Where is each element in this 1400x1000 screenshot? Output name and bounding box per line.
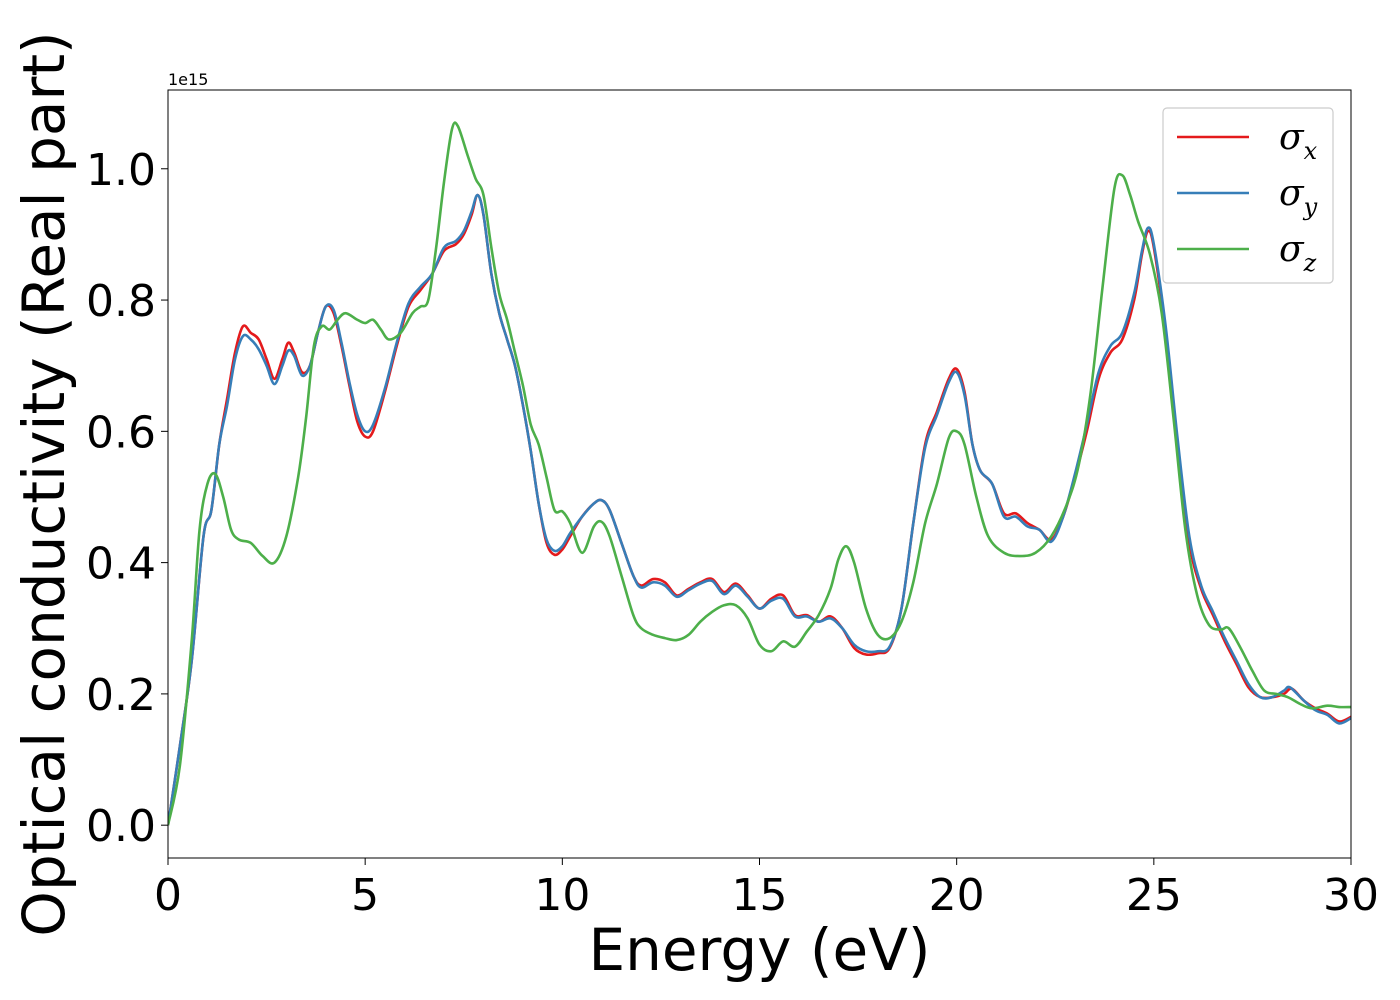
y-offset-label: 1e15 <box>168 70 208 89</box>
y-tick-label: 0.0 <box>86 801 156 852</box>
x-tick-label: 20 <box>929 870 985 921</box>
series-line-y <box>168 193 1351 826</box>
series-layer <box>168 121 1351 826</box>
x-tick-label: 5 <box>351 870 379 921</box>
x-tick-label: 25 <box>1126 870 1182 921</box>
y-tick-label: 0.8 <box>86 276 156 327</box>
legend-label-z: σz <box>1279 229 1317 277</box>
legend-label-y: σy <box>1279 173 1318 221</box>
series-line-z <box>168 121 1351 826</box>
y-tick-label: 0.6 <box>86 407 156 458</box>
x-tick-label: 10 <box>534 870 590 921</box>
y-tick-label: 0.2 <box>86 670 156 721</box>
ticks-layer: 0 5 10 15 20 25 30 0.0 0.2 0.4 0.6 0.8 1.0 <box>86 145 1379 921</box>
x-tick-label: 15 <box>732 870 788 921</box>
x-axis-title: Energy (eV) <box>588 916 930 984</box>
x-tick-label: 30 <box>1323 870 1379 921</box>
legend-label-x: σx <box>1279 117 1318 165</box>
y-axis-title: Optical conductivity (Real part) <box>10 31 78 936</box>
x-tick-label: 0 <box>154 870 182 921</box>
y-tick-label: 0.4 <box>86 539 156 590</box>
legend-box <box>1162 107 1334 284</box>
legend: σx σy σz <box>1162 107 1334 284</box>
y-tick-label: 1.0 <box>86 145 156 196</box>
